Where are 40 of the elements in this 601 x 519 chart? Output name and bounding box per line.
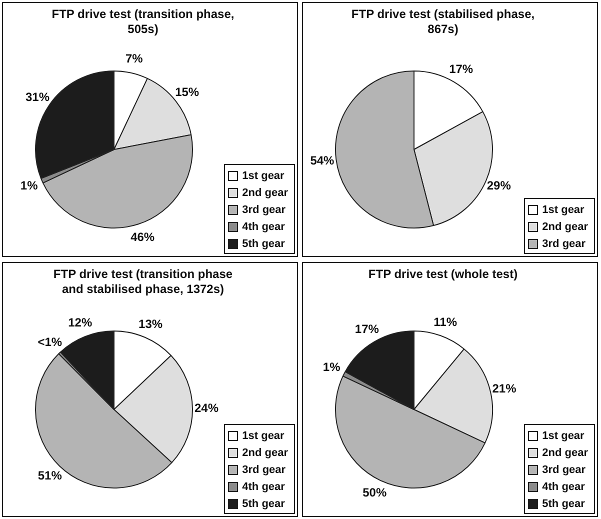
legend-label: 2nd gear	[242, 446, 288, 458]
legend-label: 2nd gear	[242, 186, 288, 198]
data-label: 1%	[322, 360, 341, 374]
chart-title: FTP drive test (whole test)	[367, 267, 519, 282]
legend-label: 4th gear	[542, 480, 585, 492]
data-label: 1%	[20, 178, 38, 193]
legend-label: 3rd gear	[242, 204, 286, 216]
data-label: 17%	[354, 322, 380, 336]
data-label: 31%	[25, 90, 50, 104]
legend-label: 3rd gear	[242, 464, 286, 476]
data-label: <1%	[38, 335, 62, 350]
legend-label: 3rd gear	[542, 238, 586, 250]
legend-label: 1st gear	[242, 170, 284, 182]
legend-label: 2nd gear	[542, 220, 588, 232]
data-label: 7%	[126, 52, 144, 66]
data-label: 15%	[175, 85, 200, 100]
legend-label: 1st gear	[242, 430, 284, 442]
data-label: 24%	[194, 401, 219, 416]
legend-label: 4th gear	[242, 220, 285, 232]
chart-title: FTP drive test (stabilised phase, 867s)	[350, 7, 536, 37]
data-label: 17%	[449, 62, 474, 76]
data-label: 13%	[138, 316, 163, 331]
legend-label: 3rd gear	[542, 464, 586, 476]
data-label: 54%	[310, 153, 335, 168]
legend-label: 1st gear	[542, 430, 584, 442]
data-label: 21%	[492, 382, 517, 396]
chart-title: FTP drive test (transition phase, 505s)	[50, 7, 236, 37]
data-label: 29%	[486, 178, 512, 193]
legend-label: 5th gear	[242, 498, 285, 510]
legend-label: 1st gear	[542, 204, 584, 216]
data-label: 46%	[130, 230, 155, 244]
data-label: 11%	[434, 314, 458, 329]
data-label: 51%	[38, 468, 62, 482]
legend-label: 5th gear	[542, 498, 585, 510]
legend-label: 4th gear	[242, 480, 285, 492]
data-label: 12%	[68, 316, 92, 330]
legend-label: 5th gear	[242, 238, 285, 250]
legend-label: 2nd gear	[542, 446, 588, 458]
chart-title: FTP drive test (transition phase and stabilised phase, 1372s)	[52, 267, 234, 297]
data-label: 50%	[362, 486, 387, 500]
